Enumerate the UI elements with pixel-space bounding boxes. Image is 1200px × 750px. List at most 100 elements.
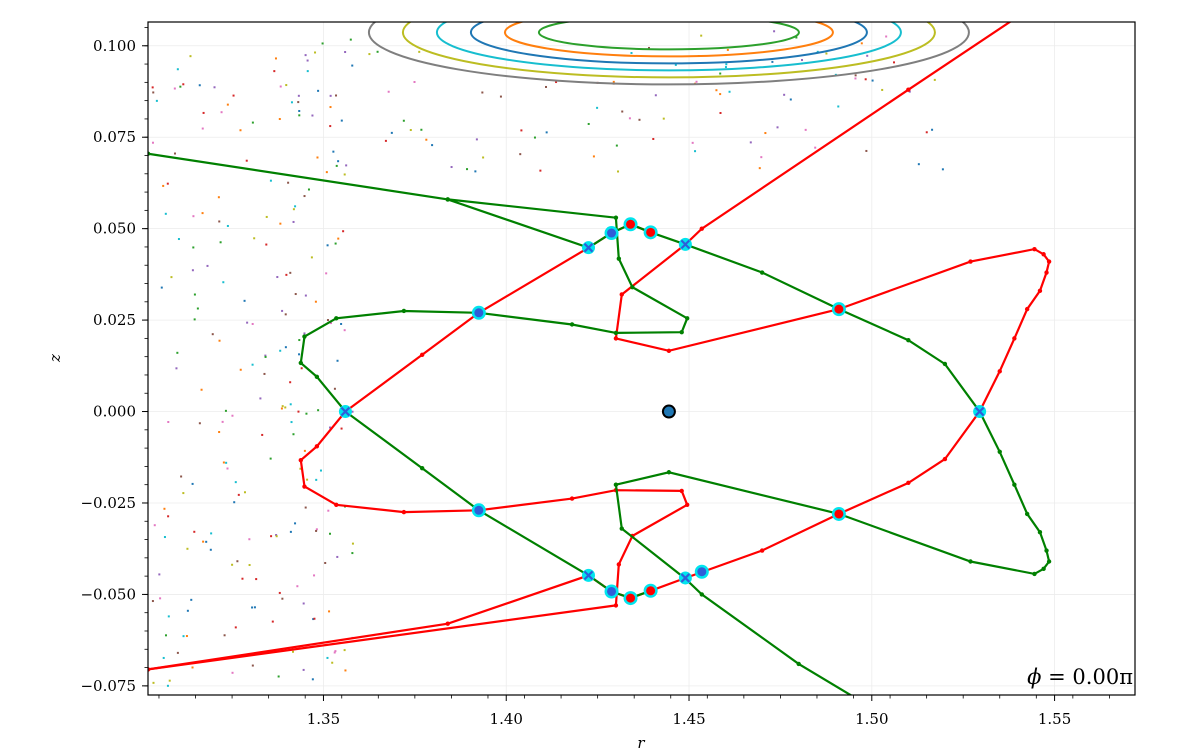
scatter-point (315, 478, 318, 481)
scatter-point (313, 574, 316, 577)
red-manifold-dot (616, 562, 622, 567)
scatter-point (280, 407, 283, 410)
scatter-point (265, 215, 268, 218)
scatter-point (271, 620, 274, 623)
scatter-point (210, 532, 213, 535)
fixed-point-red (646, 586, 656, 596)
scatter-point (287, 181, 290, 184)
scatter-point (298, 339, 301, 342)
scatter-point (218, 339, 221, 342)
scatter-point (621, 110, 624, 113)
fixed-point-red (626, 593, 636, 603)
scatter-point (328, 610, 331, 613)
scatter-point (387, 90, 390, 93)
scatter-point (555, 81, 558, 84)
scatter-point (499, 95, 502, 98)
scatter-point (337, 160, 340, 163)
scatter-point (248, 564, 251, 567)
green-manifold-dot (298, 360, 304, 366)
scatter-point (329, 532, 332, 535)
scatter-point (332, 150, 335, 153)
green-manifold-dot (613, 330, 619, 336)
green-manifold-dot (613, 482, 619, 487)
scatter-point (261, 433, 264, 436)
red-manifold-dot (906, 87, 911, 92)
scatter-point (151, 600, 154, 603)
scatter-point (474, 170, 477, 173)
scatter-point (284, 406, 287, 409)
green-manifold-dot (684, 316, 690, 321)
x-point-marker (583, 242, 594, 253)
flux-contour (401, 22, 936, 79)
red-manifold-dot (298, 457, 304, 463)
scatter-point (773, 30, 776, 33)
scatter-point (662, 117, 665, 120)
x-point-marker (974, 406, 985, 417)
red-manifold-dot (1024, 306, 1030, 312)
y-tick-label: 0.075 (93, 128, 136, 146)
scatter-point (151, 141, 154, 144)
scatter-point (304, 54, 307, 57)
phi-annotation: ϕ = 0.00π (1027, 665, 1133, 689)
scatter-point (277, 675, 280, 678)
scatter-point (326, 244, 329, 247)
scatter-point (189, 55, 192, 58)
scatter-point (329, 125, 332, 128)
scatter-point (329, 322, 332, 325)
scatter-point (253, 606, 256, 609)
scatter-point (719, 93, 722, 96)
scatter-point (615, 144, 618, 147)
scatter-point (193, 293, 196, 296)
scatter-point (592, 155, 595, 158)
y-tick-label: 0.000 (93, 403, 136, 421)
scatter-point (764, 132, 767, 135)
scatter-point (931, 128, 934, 131)
scatter-point (263, 372, 266, 375)
scatter-point (251, 363, 254, 366)
scatter-point (236, 560, 239, 563)
scatter-point (715, 89, 718, 92)
scatter-point (284, 313, 287, 316)
scatter-point (337, 237, 340, 240)
scatter-point (185, 635, 188, 638)
scatter-point (331, 661, 334, 664)
scatter-point (617, 170, 620, 173)
scatter-point (302, 668, 305, 671)
scatter-point (275, 534, 278, 537)
scatter-point (795, 36, 798, 39)
grid (148, 22, 1135, 695)
scatter-point (151, 86, 154, 89)
red-manifold-dot (569, 496, 575, 501)
scatter-point (231, 671, 234, 674)
green-manifold-dot (666, 470, 672, 475)
red-manifold-dot (419, 352, 425, 358)
fixed-point-red (626, 219, 636, 229)
red-manifold-dot (1041, 252, 1046, 257)
green-manifold-dot (1012, 482, 1017, 487)
green-manifold-dot (1032, 571, 1037, 577)
x-tick-label: 1.40 (490, 710, 523, 728)
scatter-points (151, 30, 944, 687)
scatter-point (519, 153, 522, 156)
scatter-point (908, 90, 911, 93)
scatter-point (285, 273, 288, 276)
scatter-point (520, 129, 523, 132)
scatter-point (201, 127, 204, 130)
scatter-point (158, 573, 161, 576)
scatter-point (343, 649, 346, 652)
red-manifold-dot (997, 369, 1002, 374)
y-tick-label: 0.100 (93, 37, 136, 55)
flux-contour (537, 22, 800, 51)
scatter-point (253, 237, 256, 240)
scatter-point (545, 131, 548, 134)
scatter-point (164, 634, 167, 637)
fixed-point-red (834, 304, 844, 314)
red-manifold-dot (759, 548, 765, 553)
scatter-point (654, 94, 657, 97)
scatter-point (674, 63, 677, 66)
scatter-point (368, 53, 371, 56)
scatter-point (221, 420, 224, 423)
green-manifold-dot (419, 466, 425, 471)
scatter-point (166, 684, 169, 687)
scatter-point (200, 388, 203, 391)
